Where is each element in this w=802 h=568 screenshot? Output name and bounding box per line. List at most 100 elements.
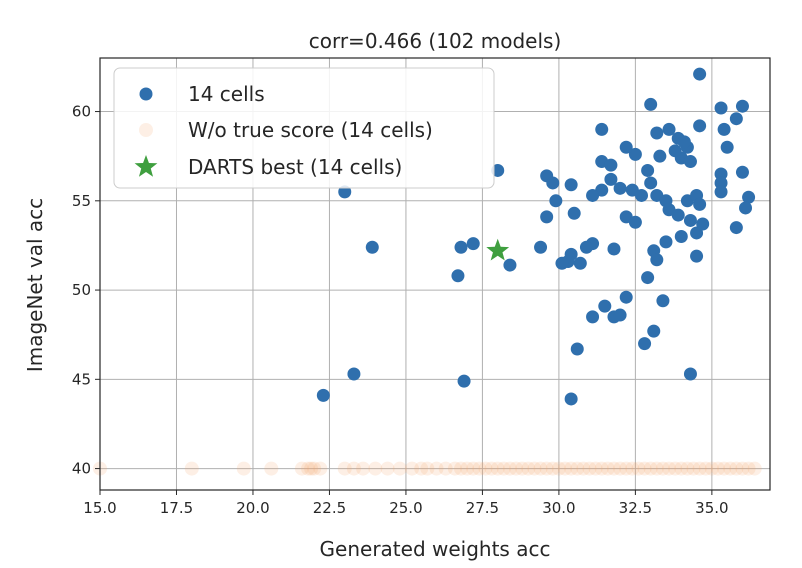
cells14-point xyxy=(607,242,621,256)
cells14-point xyxy=(668,144,682,158)
x-tick-label: 35.0 xyxy=(695,499,728,517)
no-true-score-point xyxy=(438,461,453,476)
no-true-score-point xyxy=(668,461,683,476)
cells14-point xyxy=(619,290,633,304)
no-true-score-point xyxy=(301,461,316,476)
cells14-point xyxy=(717,122,731,136)
cells14-point xyxy=(662,122,676,136)
cells14-point xyxy=(628,215,642,229)
no-true-score-point xyxy=(588,461,603,476)
no-true-score-point xyxy=(304,461,319,476)
cells14-point xyxy=(555,256,569,270)
cells14-point xyxy=(613,308,627,322)
cells14-point xyxy=(714,101,728,115)
no-true-score-point xyxy=(680,461,695,476)
no-true-score-point xyxy=(294,461,309,476)
cells14-point xyxy=(564,178,578,192)
cells14-point xyxy=(644,97,658,111)
legend-marker-cells14 xyxy=(139,87,153,101)
no-true-score-point xyxy=(582,461,597,476)
x-tick-label: 22.5 xyxy=(313,499,346,517)
no-true-score-point xyxy=(674,461,689,476)
cells14-point xyxy=(579,240,593,254)
legend-box xyxy=(113,67,495,189)
legend-marker-darts-best xyxy=(134,155,158,177)
no-true-score-point xyxy=(741,461,756,476)
plot-area xyxy=(93,67,762,476)
no-true-score-point xyxy=(619,461,634,476)
no-true-score-point xyxy=(478,461,493,476)
x-tick-label: 15.0 xyxy=(83,499,116,517)
cells14-point xyxy=(735,165,749,179)
axes-frame xyxy=(99,57,771,491)
cells14-point xyxy=(693,67,707,81)
cells14-point xyxy=(729,112,743,126)
cells14-point xyxy=(650,253,664,267)
no-true-score-point xyxy=(735,461,750,476)
y-tick-label: 40 xyxy=(72,460,91,478)
no-true-score-point xyxy=(539,461,554,476)
no-true-score-point xyxy=(502,461,517,476)
cells14-point xyxy=(696,217,710,231)
no-true-score-point xyxy=(490,461,505,476)
y-tick-label: 45 xyxy=(72,370,91,388)
cells14-point xyxy=(567,206,581,220)
no-true-score-point xyxy=(521,461,536,476)
cells14-point xyxy=(659,194,673,208)
no-true-score-point xyxy=(686,461,701,476)
no-true-score-point xyxy=(420,461,435,476)
no-true-score-point xyxy=(551,461,566,476)
cells14-point xyxy=(714,185,728,199)
legend-marker-no-true-score xyxy=(139,123,153,137)
legend: 14 cells W/o true score (14 cells) DARTS b… xyxy=(113,67,495,189)
no-true-score-point xyxy=(313,461,328,476)
cells14-point xyxy=(638,337,652,351)
cells14-point xyxy=(595,122,609,136)
no-true-score-point xyxy=(613,461,628,476)
y-tick-label: 60 xyxy=(72,103,91,121)
cells14-point xyxy=(653,149,667,163)
no-true-score-point xyxy=(368,461,383,476)
no-true-score-point xyxy=(356,461,371,476)
cells14-point xyxy=(739,201,753,215)
x-tick-label: 25.0 xyxy=(389,499,422,517)
cells14-point xyxy=(674,230,688,244)
cells14-point xyxy=(735,99,749,113)
legend-label: DARTS best (14 cells) xyxy=(188,155,402,179)
y-tick-label: 50 xyxy=(72,281,91,299)
cells14-point xyxy=(641,271,655,285)
no-true-score-point xyxy=(558,461,573,476)
no-true-score-point xyxy=(466,461,481,476)
cells14-point xyxy=(570,342,584,356)
no-true-score-point xyxy=(662,461,677,476)
no-true-score-point xyxy=(184,461,199,476)
no-true-score-point xyxy=(631,461,646,476)
no-true-score-point xyxy=(460,461,475,476)
cells14-point xyxy=(677,135,691,149)
chart-title: corr=0.466 (102 models) xyxy=(309,29,562,53)
cells14-point xyxy=(586,188,600,202)
cells14-point xyxy=(659,235,673,249)
no-true-score-point xyxy=(496,461,511,476)
no-true-score-point xyxy=(717,461,732,476)
legend-label: W/o true score (14 cells) xyxy=(188,118,433,142)
no-true-score-point xyxy=(606,461,621,476)
no-true-score-point xyxy=(545,461,560,476)
no-true-score-point xyxy=(710,461,725,476)
x-tick-label: 27.5 xyxy=(466,499,499,517)
cells14-point xyxy=(451,269,465,283)
cells14-point xyxy=(647,324,661,338)
cells14-point xyxy=(564,392,578,406)
cells14-point xyxy=(316,388,330,402)
y-tick-label: 55 xyxy=(72,192,91,210)
no-true-score-point xyxy=(392,461,407,476)
no-true-score-point xyxy=(698,461,713,476)
no-true-score-point xyxy=(704,461,719,476)
x-tick-label: 17.5 xyxy=(160,499,193,517)
cells14-point xyxy=(365,240,379,254)
no-true-score-point xyxy=(414,461,429,476)
no-true-score-point xyxy=(515,461,530,476)
x-tick-label: 20.0 xyxy=(236,499,269,517)
cells14-point xyxy=(503,258,517,272)
no-true-score-point xyxy=(570,461,585,476)
